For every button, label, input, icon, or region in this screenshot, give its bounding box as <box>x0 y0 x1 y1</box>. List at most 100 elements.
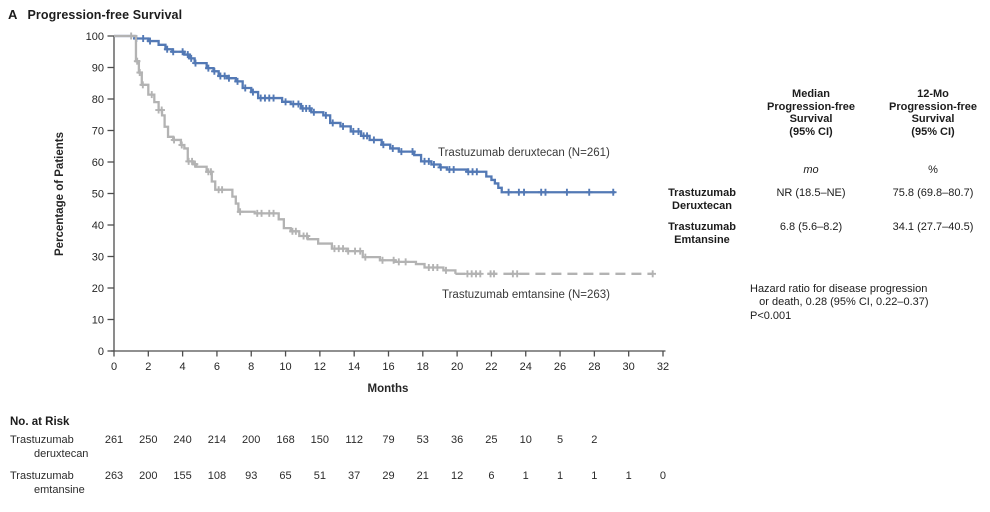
risk-count: 1 <box>556 470 564 482</box>
risk-count: 155 <box>173 470 192 482</box>
y-tick-label: 100 <box>86 31 104 43</box>
stats-unit-percent: % <box>928 164 938 177</box>
y-tick-label: 90 <box>92 62 104 74</box>
risk-count: 1 <box>625 470 632 482</box>
x-axis-title: Months <box>368 383 409 395</box>
x-axis: 0 2 4 6 8 10 12 14 16 18 20 22 24 26 28 30 32 <box>111 351 669 373</box>
risk-count: 250 <box>139 434 158 446</box>
censor-marks <box>133 35 617 196</box>
x-tick-label: 4 <box>180 361 186 373</box>
x-tick-label: 8 <box>248 361 254 373</box>
x-tick-label: 32 <box>657 361 669 373</box>
figure-title-text: Progression-free Survival <box>27 8 183 22</box>
risk-row-label-line1: Trastuzumab <box>10 434 74 446</box>
x-tick-label: 18 <box>417 361 429 373</box>
risk-count: 200 <box>139 470 158 482</box>
risk-count: 200 <box>242 434 261 446</box>
stats-row-emtansine: Trastuzumab Emtansine 6.8 (5.6–8.2) 34.1… <box>656 221 990 246</box>
stats-unit-months: mo <box>803 164 819 177</box>
trastuzumab-emtansine-label: Trastuzumab emtansine (N=263) <box>442 289 610 301</box>
x-tick-label: 16 <box>382 361 394 373</box>
x-tick-label: 12 <box>314 361 326 373</box>
y-tick-label: 60 <box>92 157 104 169</box>
x-tick-label: 2 <box>145 361 151 373</box>
risk-count: 79 <box>382 434 395 446</box>
x-tick-label: 10 <box>279 361 291 373</box>
stats-units-row: mo % <box>656 164 990 177</box>
risk-count: 21 <box>416 470 429 482</box>
risk-count: 29 <box>382 470 395 482</box>
y-axis: 0 10 20 30 40 50 60 70 80 90 100 <box>86 31 114 358</box>
y-tick-label: 30 <box>92 251 104 263</box>
y-tick-label: 80 <box>92 94 104 106</box>
y-axis-title: Percentage of Patients <box>54 132 66 256</box>
hazard-ratio-note: Hazard ratio for disease progression or … <box>750 283 929 322</box>
x-tick-label: 26 <box>554 361 566 373</box>
risk-count: 6 <box>488 470 495 482</box>
risk-count: 240 <box>173 434 192 446</box>
stats-header-row: Median Progression-free Survival (95% CI… <box>656 88 990 138</box>
risk-count: 108 <box>207 470 227 482</box>
y-tick-label: 20 <box>92 283 104 295</box>
trastuzumab-emtansine-curve <box>114 32 656 278</box>
x-tick-label: 6 <box>214 361 220 373</box>
x-tick-label: 22 <box>485 361 497 373</box>
stats-12mo-value: 34.1 (27.7–40.5) <box>892 221 974 234</box>
stats-row-label: Trastuzumab Emtansine <box>668 221 736 246</box>
risk-count: 25 <box>485 434 498 446</box>
censor-marks <box>127 32 656 278</box>
risk-count: 5 <box>556 434 564 446</box>
x-tick-label: 30 <box>623 361 635 373</box>
x-tick-label: 20 <box>451 361 463 373</box>
stats-col-header-median: Median Progression-free Survival (95% CI… <box>766 88 856 138</box>
stats-12mo-value: 75.8 (69.8–80.7) <box>892 186 974 199</box>
risk-count: 150 <box>310 434 330 446</box>
y-tick-label: 70 <box>92 125 104 137</box>
risk-table-title: No. at Risk <box>10 416 70 428</box>
panel-letter: A <box>8 7 18 22</box>
stats-col-header-12mo: 12-Mo Progression-free Survival (95% CI) <box>888 88 978 138</box>
risk-count: 261 <box>104 434 124 446</box>
figure-title: A Progression-free Survival <box>8 7 182 22</box>
y-tick-label: 0 <box>98 346 104 358</box>
risk-count: 168 <box>276 434 295 446</box>
survival-step-line <box>114 34 615 194</box>
risk-row-deruxtecan: Trastuzumab deruxtecan 261 250 240 214 200 16… <box>0 434 990 466</box>
risk-count: 10 <box>519 434 532 446</box>
y-tick-label: 50 <box>92 188 104 200</box>
risk-count: 214 <box>207 434 227 446</box>
y-tick-label: 40 <box>92 220 104 232</box>
risk-count: 0 <box>659 470 667 482</box>
risk-count: 36 <box>450 434 464 446</box>
risk-count: 263 <box>104 470 124 482</box>
risk-count: 51 <box>313 470 326 482</box>
stats-table: Median Progression-free Survival (95% CI… <box>656 88 990 246</box>
risk-row-label-line2: deruxtecan <box>34 448 89 460</box>
risk-count: 12 <box>450 470 464 482</box>
trastuzumab-deruxtecan-label: Trastuzumab deruxtecan (N=261) <box>438 147 610 159</box>
risk-count: 112 <box>345 434 363 446</box>
x-tick-label: 0 <box>111 361 117 373</box>
x-tick-label: 24 <box>520 361 532 373</box>
risk-count: 1 <box>522 470 529 482</box>
stats-median-value: 6.8 (5.6–8.2) <box>779 221 843 234</box>
trastuzumab-deruxtecan-curve <box>114 34 617 196</box>
risk-row-label-line1: Trastuzumab <box>10 470 74 482</box>
survival-step-line <box>114 34 457 274</box>
risk-row-emtansine: Trastuzumab emtansine 263 200 155 108 93 65 51… <box>0 470 990 502</box>
axes <box>111 36 666 352</box>
risk-count: 1 <box>591 470 598 482</box>
stats-row-label: Trastuzumab Deruxtecan <box>668 186 736 212</box>
risk-count: 93 <box>245 470 258 482</box>
x-tick-label: 14 <box>348 361 360 373</box>
risk-count: 65 <box>279 470 292 482</box>
risk-count: 53 <box>416 434 429 446</box>
stats-median-value: NR (18.5–NE) <box>776 186 846 199</box>
risk-row-label-line2: emtansine <box>34 484 85 496</box>
risk-count: 37 <box>348 470 361 482</box>
y-tick-label: 10 <box>92 314 104 326</box>
stats-row-deruxtecan: Trastuzumab Deruxtecan NR (18.5–NE) 75.8… <box>656 187 990 212</box>
risk-count: 2 <box>591 434 598 446</box>
